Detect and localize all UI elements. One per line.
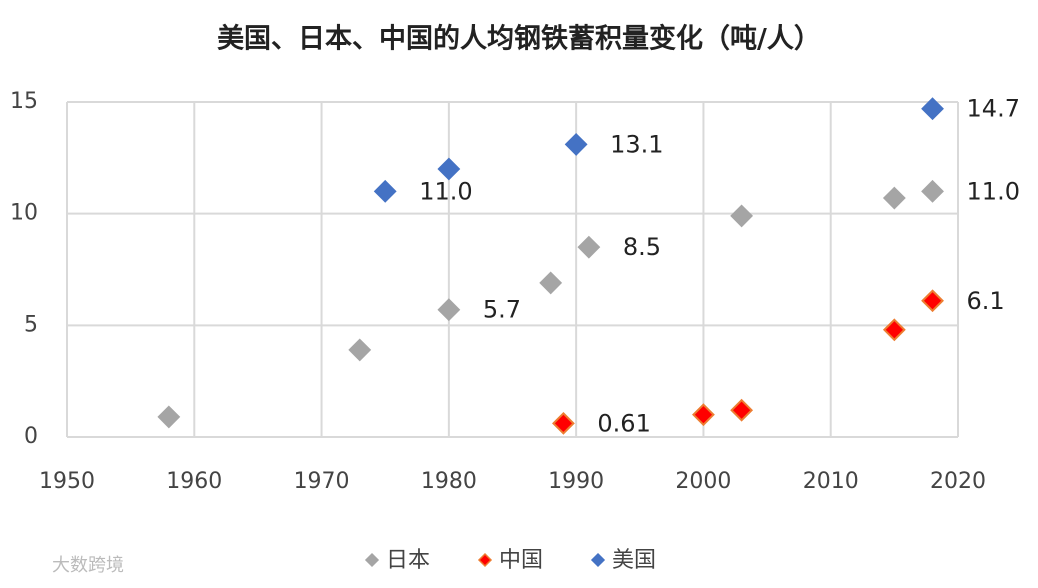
point <box>882 186 906 210</box>
data-label: 6.1 <box>967 287 1005 315</box>
point <box>373 179 397 203</box>
x-tick-label: 1970 <box>294 469 350 494</box>
legend-marker <box>364 552 380 568</box>
data-label: 11.0 <box>419 177 472 205</box>
point <box>921 179 944 203</box>
y-tick-label: 15 <box>10 89 38 114</box>
point <box>921 97 944 121</box>
chart-title: 美国、日本、中国的人均钢铁蓄积量变化（吨/人） <box>217 23 821 55</box>
legend-label: 美国 <box>612 548 656 573</box>
y-tick-label: 0 <box>24 424 38 449</box>
legend-label: 日本 <box>386 548 430 573</box>
point <box>564 133 588 156</box>
point <box>539 271 563 295</box>
data-label: 0.61 <box>597 409 650 437</box>
point <box>730 204 754 228</box>
x-tick-label: 2020 <box>930 469 986 494</box>
y-tick-label: 5 <box>24 312 38 337</box>
data-label: 11.0 <box>967 177 1020 205</box>
point <box>348 338 372 362</box>
x-tick-label: 2000 <box>675 469 731 494</box>
x-tick-label: 1950 <box>39 469 95 494</box>
point <box>437 298 461 322</box>
point <box>730 398 754 422</box>
x-tick-label: 1990 <box>548 469 604 494</box>
legend-marker <box>477 552 493 568</box>
legend-label: 中国 <box>499 548 543 573</box>
point <box>692 403 715 427</box>
x-tick-label: 1960 <box>166 469 222 494</box>
x-tick-label: 1980 <box>421 469 477 494</box>
data-label: 13.1 <box>610 130 663 158</box>
point <box>882 318 906 342</box>
point <box>921 289 944 313</box>
data-label: 8.5 <box>623 233 661 261</box>
legend-marker <box>590 552 606 568</box>
data-label: 5.7 <box>483 296 521 324</box>
y-tick-label: 10 <box>10 201 38 226</box>
x-tick-label: 2010 <box>803 469 859 494</box>
point <box>577 235 601 259</box>
point <box>551 411 575 435</box>
point <box>437 157 461 181</box>
data-label: 14.7 <box>967 95 1020 123</box>
point <box>157 405 181 429</box>
watermark: 大数跨境 <box>52 555 124 576</box>
